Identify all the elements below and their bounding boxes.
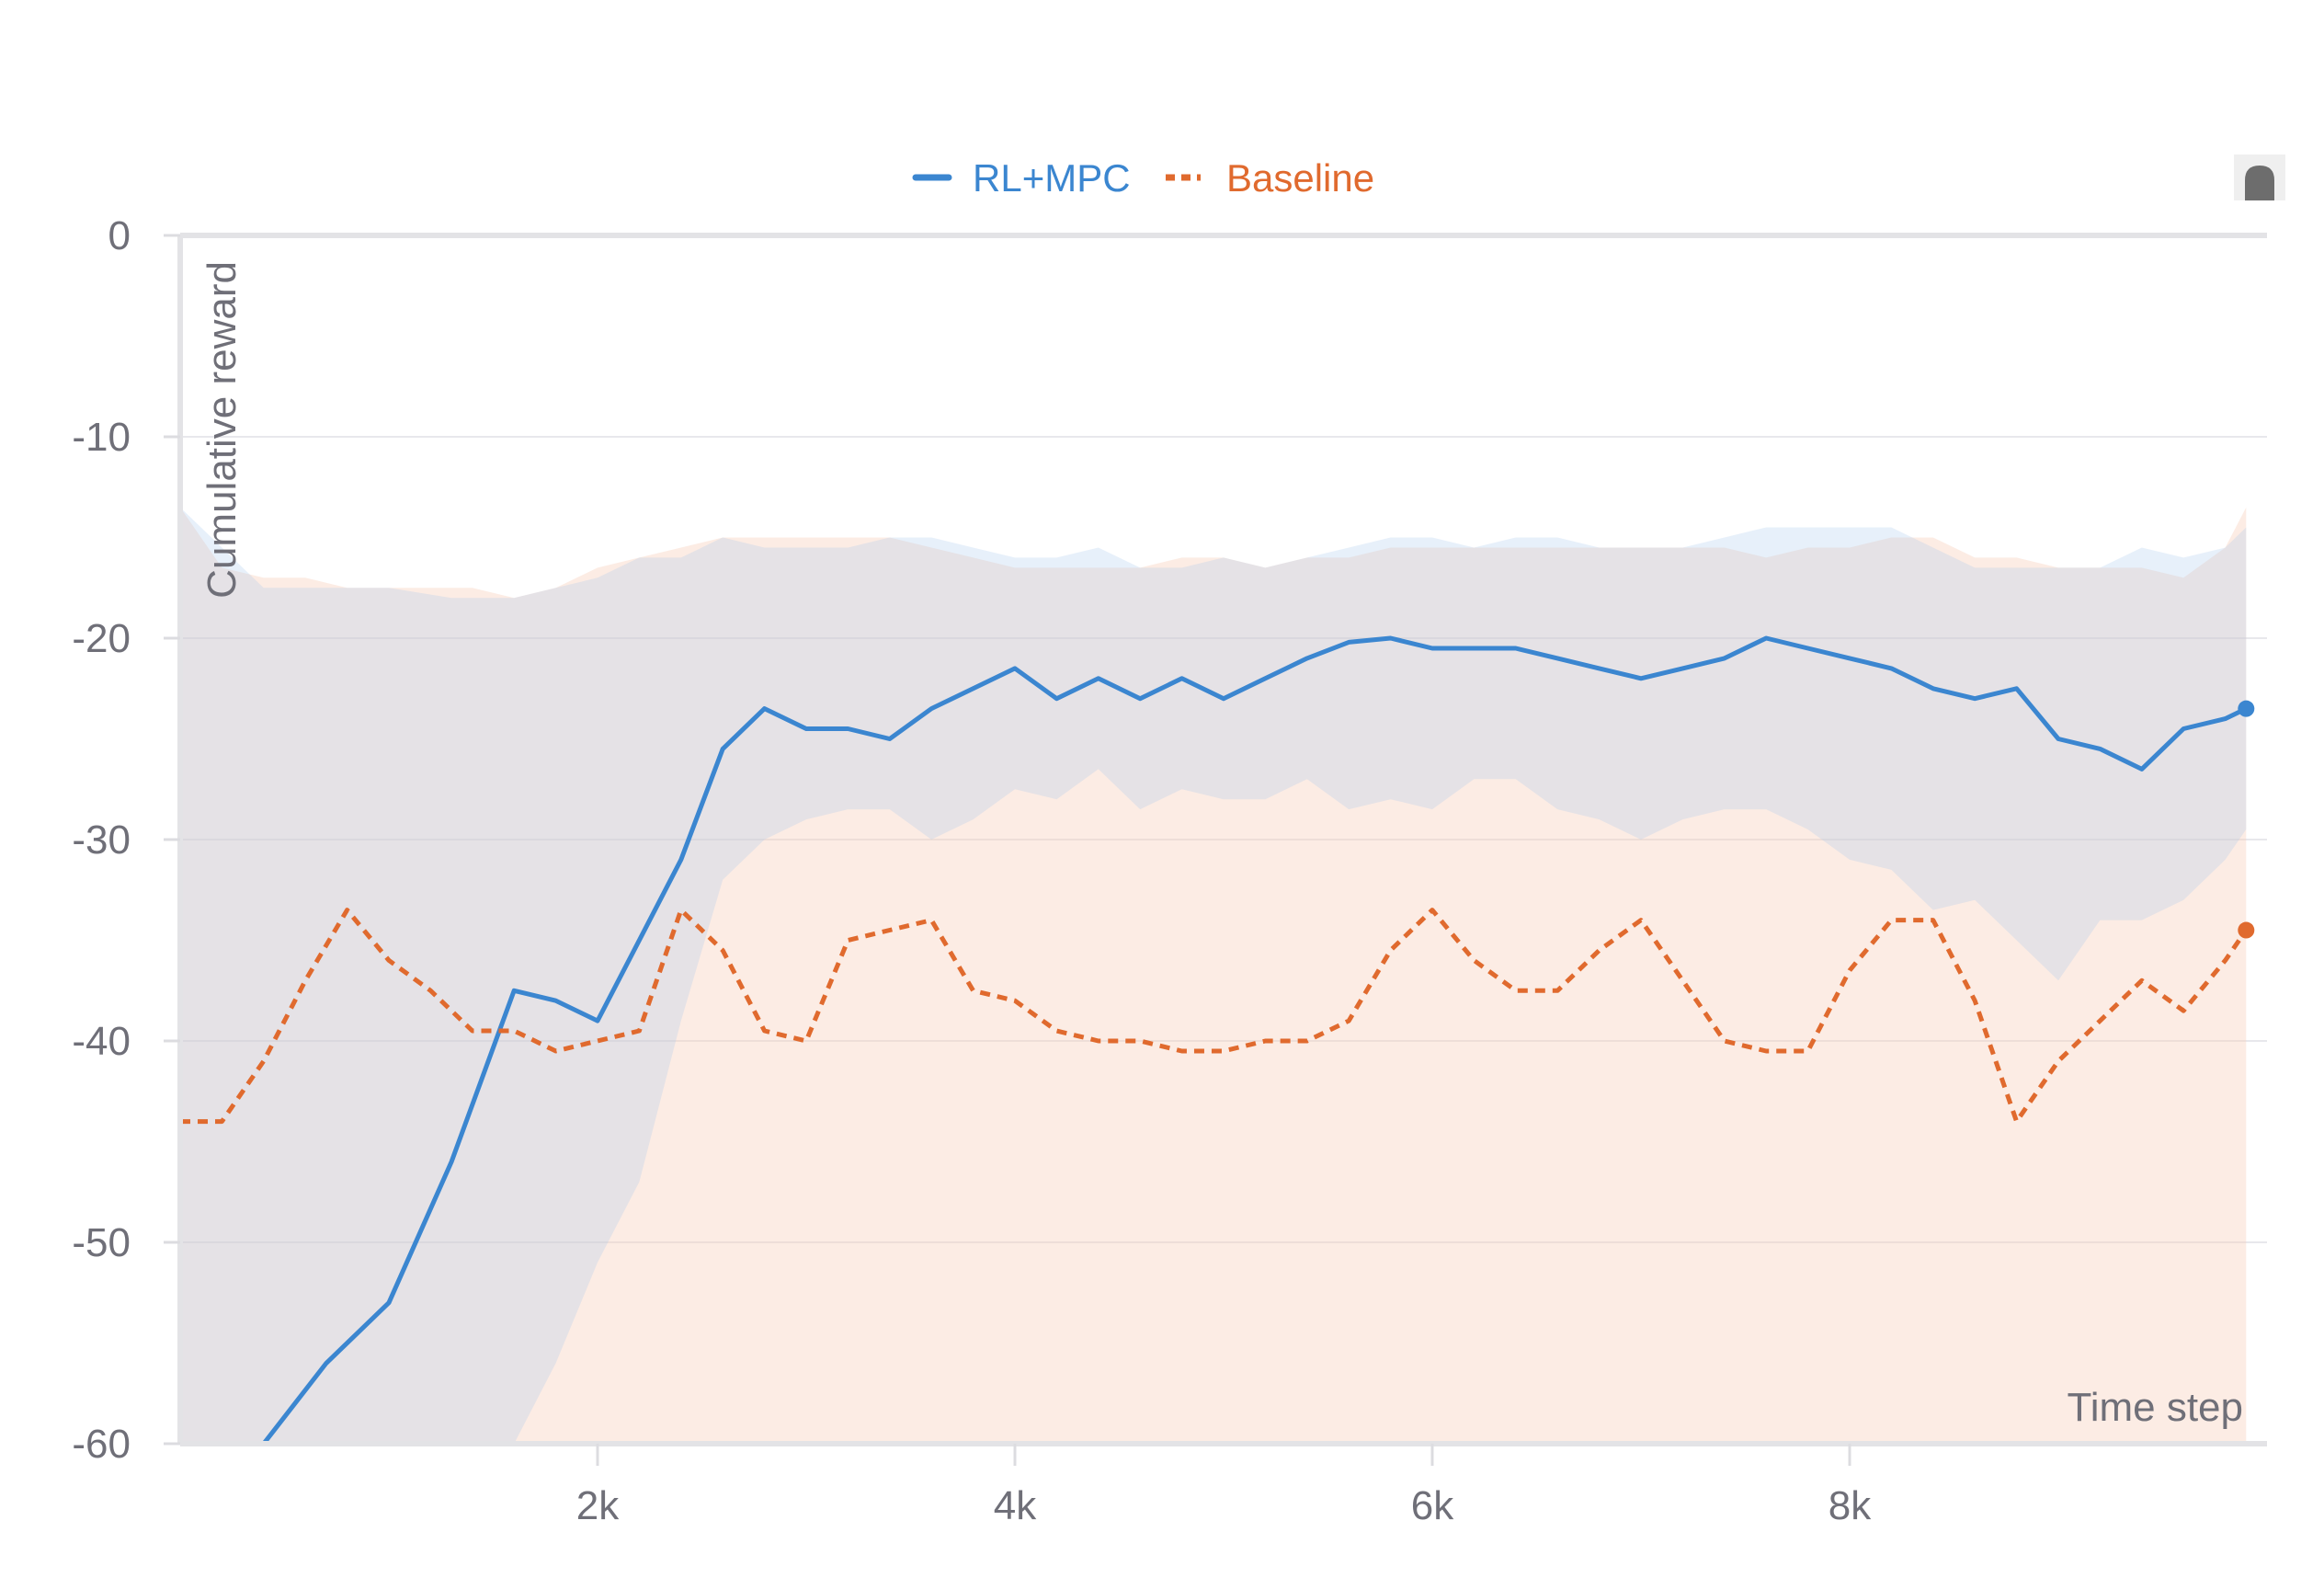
x-tick-label: 2k <box>576 1483 620 1528</box>
y-tick-label: -50 <box>72 1220 131 1265</box>
x-tick-label: 6k <box>1411 1483 1454 1528</box>
y-axis-title: Cumulative reward <box>199 261 245 599</box>
legend[interactable]: RL+MPC Baseline <box>912 156 1374 200</box>
legend-item-baseline[interactable]: Baseline <box>1166 156 1374 200</box>
series-end-marker-baseline <box>2238 921 2255 939</box>
confidence-bands <box>180 507 2247 1444</box>
y-tick-label: 0 <box>108 213 131 258</box>
x-axis-title: Time step <box>2067 1385 2243 1430</box>
tick-labels: 0 -10 -20 -30 -40 -50 -60 2k 4k 6k 8k <box>72 213 1872 1528</box>
band-baseline <box>180 507 2247 1444</box>
series-line-rl-mpc <box>180 635 2248 1446</box>
legend-item-rl-mpc[interactable]: RL+MPC <box>912 156 1131 200</box>
y-tick-label: -40 <box>72 1019 131 1064</box>
series-lines <box>180 635 2255 1446</box>
y-tick-label: -20 <box>72 616 131 661</box>
x-tick-label: 4k <box>994 1483 1037 1528</box>
grid-lines <box>180 436 2267 1243</box>
x-tick-label: 8k <box>1828 1483 1872 1528</box>
y-tick-label: -60 <box>72 1422 131 1467</box>
band-rl-mpc <box>180 507 2247 1444</box>
series-end-marker-rl-mpc <box>2238 700 2255 717</box>
y-tick-label: -30 <box>72 817 131 863</box>
series-line-baseline <box>180 908 2249 1125</box>
legend-label-baseline: Baseline <box>1226 156 1374 200</box>
y-tick-label: -10 <box>72 415 131 460</box>
resize-handle-icon[interactable] <box>2234 154 2285 200</box>
legend-label-rl-mpc: RL+MPC <box>973 156 1131 200</box>
